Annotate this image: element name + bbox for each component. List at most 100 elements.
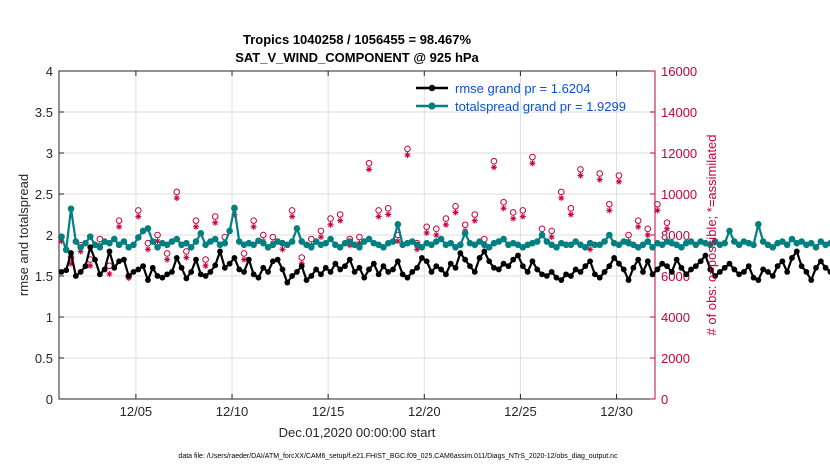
rmse-point: [260, 264, 267, 271]
rmse-point: [716, 269, 723, 275]
line-series: [58, 204, 830, 286]
obs-possible-point: [356, 233, 363, 241]
axes: 00.511.522.533.5402000400060008000100001…: [35, 64, 697, 419]
totalspread-point: [269, 241, 277, 249]
rmse-point: [601, 269, 608, 275]
totalspread-point: [692, 241, 700, 249]
obs-assimilated-point: [558, 195, 565, 202]
legend-marker-rmse: [428, 84, 436, 92]
obs-assimilated-point: [404, 152, 411, 159]
totalspread-point: [327, 235, 334, 243]
totalspread-point: [721, 239, 728, 247]
obs-assimilated-point: [106, 270, 113, 277]
rmse-point: [68, 250, 74, 256]
y-right-tick-label: 0: [661, 392, 668, 407]
rmse-point: [217, 248, 223, 255]
rmse-point: [303, 277, 310, 283]
rmse-point: [606, 263, 613, 270]
totalspread-point: [457, 241, 464, 249]
rmse-point: [106, 248, 113, 255]
rmse-point: [731, 266, 738, 273]
rmse-point: [92, 256, 98, 263]
rmse-point: [159, 274, 166, 281]
rmse-point: [471, 269, 478, 275]
totalspread-point: [678, 244, 685, 251]
rmse-point: [308, 273, 315, 279]
obs-possible-point: [433, 225, 440, 233]
rmse-point: [414, 264, 420, 271]
totalspread-point: [644, 238, 652, 245]
obs-possible-point: [548, 227, 555, 235]
obs-assimilated-point: [452, 209, 459, 216]
rmse-point: [582, 263, 589, 270]
obs-possible-point: [529, 153, 536, 161]
totalspread-point: [447, 239, 455, 247]
obs-assimilated-point: [192, 223, 199, 230]
obs-assimilated-point: [116, 223, 123, 230]
rmse-point: [486, 258, 493, 265]
totalspread-point: [163, 241, 171, 249]
y-right-tick-label: 12000: [661, 146, 697, 161]
rmse-point: [712, 273, 718, 279]
rmse-point: [697, 258, 704, 265]
rmse-point: [721, 264, 728, 271]
obs-assimilated-point: [173, 195, 180, 202]
totalspread-point: [827, 239, 830, 247]
asterisk-stroke: [578, 173, 583, 179]
totalspread-point: [187, 244, 195, 251]
rmse-point: [808, 277, 815, 283]
obs-possible-point: [471, 211, 479, 218]
obs-assimilated-point: [135, 213, 142, 220]
rmse-point: [188, 269, 195, 275]
rmse-point: [505, 263, 512, 270]
totalspread-point: [106, 239, 113, 247]
rmse-point: [443, 271, 449, 278]
obs-assimilated-point: [635, 223, 642, 230]
obs-possible-point: [519, 207, 527, 214]
rmse-point: [346, 256, 353, 263]
obs-assimilated-point: [490, 164, 497, 171]
obs-assimilated-point: [250, 223, 257, 230]
totalspread-point: [418, 244, 426, 251]
x-tick-label: 12/05: [120, 404, 153, 419]
totalspread-point: [553, 244, 560, 251]
rmse-point: [169, 269, 175, 275]
obs-assimilated-point: [433, 232, 440, 238]
chart-subtitle: SAT_V_WIND_COMPONENT @ 925 hPa: [235, 50, 479, 65]
obs-possible-point: [202, 256, 209, 263]
asterisk-stroke: [193, 224, 199, 230]
totalspread-point: [769, 244, 777, 251]
asterisk-stroke: [376, 214, 382, 220]
rmse-point: [279, 266, 286, 273]
rmse-point: [135, 266, 142, 273]
rmse-point: [269, 258, 276, 265]
rmse-point: [510, 256, 517, 263]
asterisk-stroke: [635, 224, 641, 230]
y-right-tick-label: 10000: [661, 187, 697, 202]
y-tick-label: 3.5: [35, 105, 53, 120]
rmse-point: [438, 266, 445, 273]
totalspread-point: [235, 238, 243, 245]
rmse-point: [620, 266, 627, 273]
obs-possible-point: [183, 248, 190, 255]
totalspread-point: [135, 234, 142, 241]
rmse-point: [111, 264, 118, 271]
totalspread-point: [706, 241, 714, 249]
rmse-point: [394, 258, 401, 265]
obs-assimilated-point: [164, 256, 171, 263]
rmse-point: [241, 269, 247, 275]
totalspread-point: [96, 244, 104, 251]
rmse-point: [515, 252, 521, 259]
obs-possible-point: [663, 219, 671, 226]
obs-possible-point: [596, 170, 604, 177]
rmse-point: [519, 263, 526, 270]
rmse-point: [289, 273, 296, 279]
rmse-point: [760, 266, 767, 273]
obs-assimilated-point: [144, 246, 151, 253]
totalspread-point: [149, 238, 157, 245]
obs-assimilated-point: [510, 215, 517, 222]
rmse-point: [683, 271, 690, 278]
asterisk-stroke: [587, 246, 593, 252]
data-file-footer: data file: /Users/raeder/DAI/ATM_forcXX/…: [178, 453, 618, 460]
rmse-point: [77, 269, 84, 275]
